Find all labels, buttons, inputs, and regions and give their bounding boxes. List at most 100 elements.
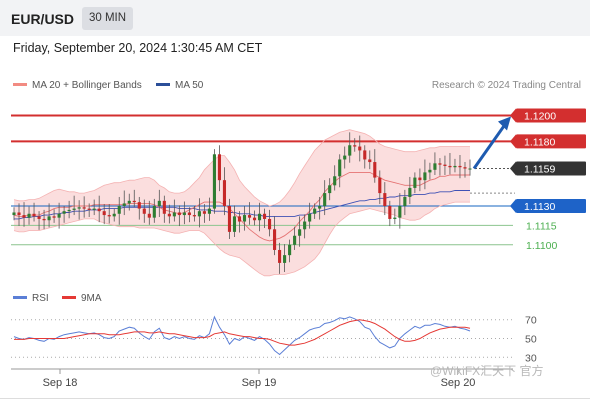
- candle: [237, 211, 242, 233]
- candle-body: [348, 145, 352, 156]
- candle-body: [22, 215, 26, 218]
- candle: [313, 203, 317, 219]
- candle-body: [172, 212, 176, 217]
- candle-body: [207, 208, 211, 214]
- candle: [47, 203, 51, 228]
- candle-body: [137, 202, 141, 209]
- candle: [147, 200, 151, 225]
- candle-body: [403, 196, 407, 207]
- forecast-arrow-line: [472, 123, 507, 170]
- candle: [57, 202, 61, 229]
- candle-body: [72, 208, 76, 210]
- candle: [82, 196, 86, 218]
- candle-body: [453, 165, 457, 168]
- candle: [458, 154, 462, 179]
- rsi-tick-70: 70: [525, 315, 537, 327]
- candle: [87, 203, 91, 218]
- candle: [62, 206, 66, 223]
- candle: [358, 135, 362, 162]
- candle-body: [468, 168, 472, 170]
- candle: [117, 196, 121, 225]
- candle-body: [47, 216, 51, 221]
- candle-body: [313, 208, 317, 214]
- legend-ma50-label: MA 50: [175, 80, 204, 91]
- level-label-1-1180: 1.1180: [524, 136, 555, 148]
- candle: [162, 195, 166, 223]
- candle: [142, 199, 146, 223]
- candle-body: [182, 212, 186, 216]
- candle-body: [438, 163, 442, 165]
- candle-body: [142, 208, 146, 214]
- candle-body: [97, 208, 101, 212]
- candle: [363, 145, 367, 169]
- candle-body: [147, 213, 151, 218]
- candle-body: [378, 177, 382, 194]
- symbol-label: EUR/USD: [11, 11, 75, 27]
- candle-body: [32, 213, 36, 217]
- candle-body: [463, 167, 467, 169]
- candle: [343, 146, 347, 169]
- candle: [17, 203, 21, 227]
- candle: [303, 214, 307, 239]
- candle: [288, 239, 292, 263]
- candle-body: [122, 203, 126, 207]
- legend-9ma: 9MA: [62, 293, 102, 304]
- candle-body: [242, 215, 247, 222]
- candle-body: [343, 155, 347, 160]
- candle: [37, 211, 41, 230]
- forecast-arrow-head: [498, 116, 511, 131]
- candle-body: [202, 211, 206, 214]
- candle: [167, 204, 171, 224]
- candle: [242, 206, 247, 231]
- candle: [12, 207, 16, 221]
- candle-body: [413, 177, 417, 188]
- candle-body: [177, 212, 181, 216]
- legend-ma50: MA 50: [156, 80, 203, 91]
- candle: [448, 153, 452, 175]
- candle: [42, 209, 46, 230]
- level-label-1-1200: 1.1200: [524, 111, 556, 123]
- candle: [132, 189, 136, 208]
- candle: [398, 193, 402, 229]
- candle: [453, 158, 457, 173]
- level-pointer-1-1130: [510, 199, 516, 214]
- level-pointer-1-1159: [510, 161, 516, 176]
- candle-body: [293, 235, 297, 245]
- candle-body: [448, 165, 452, 168]
- candle: [443, 155, 447, 175]
- candle-body: [433, 163, 437, 170]
- candle: [77, 200, 81, 220]
- candle-body: [87, 208, 91, 210]
- candle-body: [212, 154, 216, 209]
- candle: [338, 154, 342, 188]
- candle: [227, 198, 232, 239]
- candle-body: [52, 216, 56, 218]
- candle-body: [157, 200, 161, 207]
- candle-body: [112, 213, 116, 217]
- bottom-border: [0, 398, 590, 399]
- candle-body: [77, 207, 81, 209]
- candle-body: [217, 154, 222, 181]
- candle-body: [288, 244, 292, 256]
- ma20-line: [13, 171, 470, 242]
- candle: [373, 149, 377, 183]
- candle: [463, 162, 467, 178]
- level-label-1-1115: 1.1115: [526, 220, 557, 232]
- candle: [182, 201, 186, 225]
- legend-9ma-label: 9MA: [81, 293, 102, 304]
- candle: [192, 206, 196, 222]
- ma50-line: [14, 190, 470, 220]
- candle: [413, 172, 417, 194]
- candle-body: [278, 249, 282, 263]
- candle-body: [12, 212, 16, 216]
- legend-rsi-label: RSI: [32, 293, 49, 304]
- credit-text: Research © 2024 Trading Central: [431, 80, 581, 91]
- timeframe-button[interactable]: 30 MIN: [82, 7, 133, 30]
- ma20-swatch: [13, 82, 27, 86]
- candle-body: [262, 213, 267, 219]
- rsi-swatch: [13, 295, 27, 299]
- chart-datetime: Friday, September 20, 2024 1:30:45 AM CE…: [13, 41, 263, 55]
- candle-body: [393, 217, 397, 219]
- candle-body: [42, 218, 46, 221]
